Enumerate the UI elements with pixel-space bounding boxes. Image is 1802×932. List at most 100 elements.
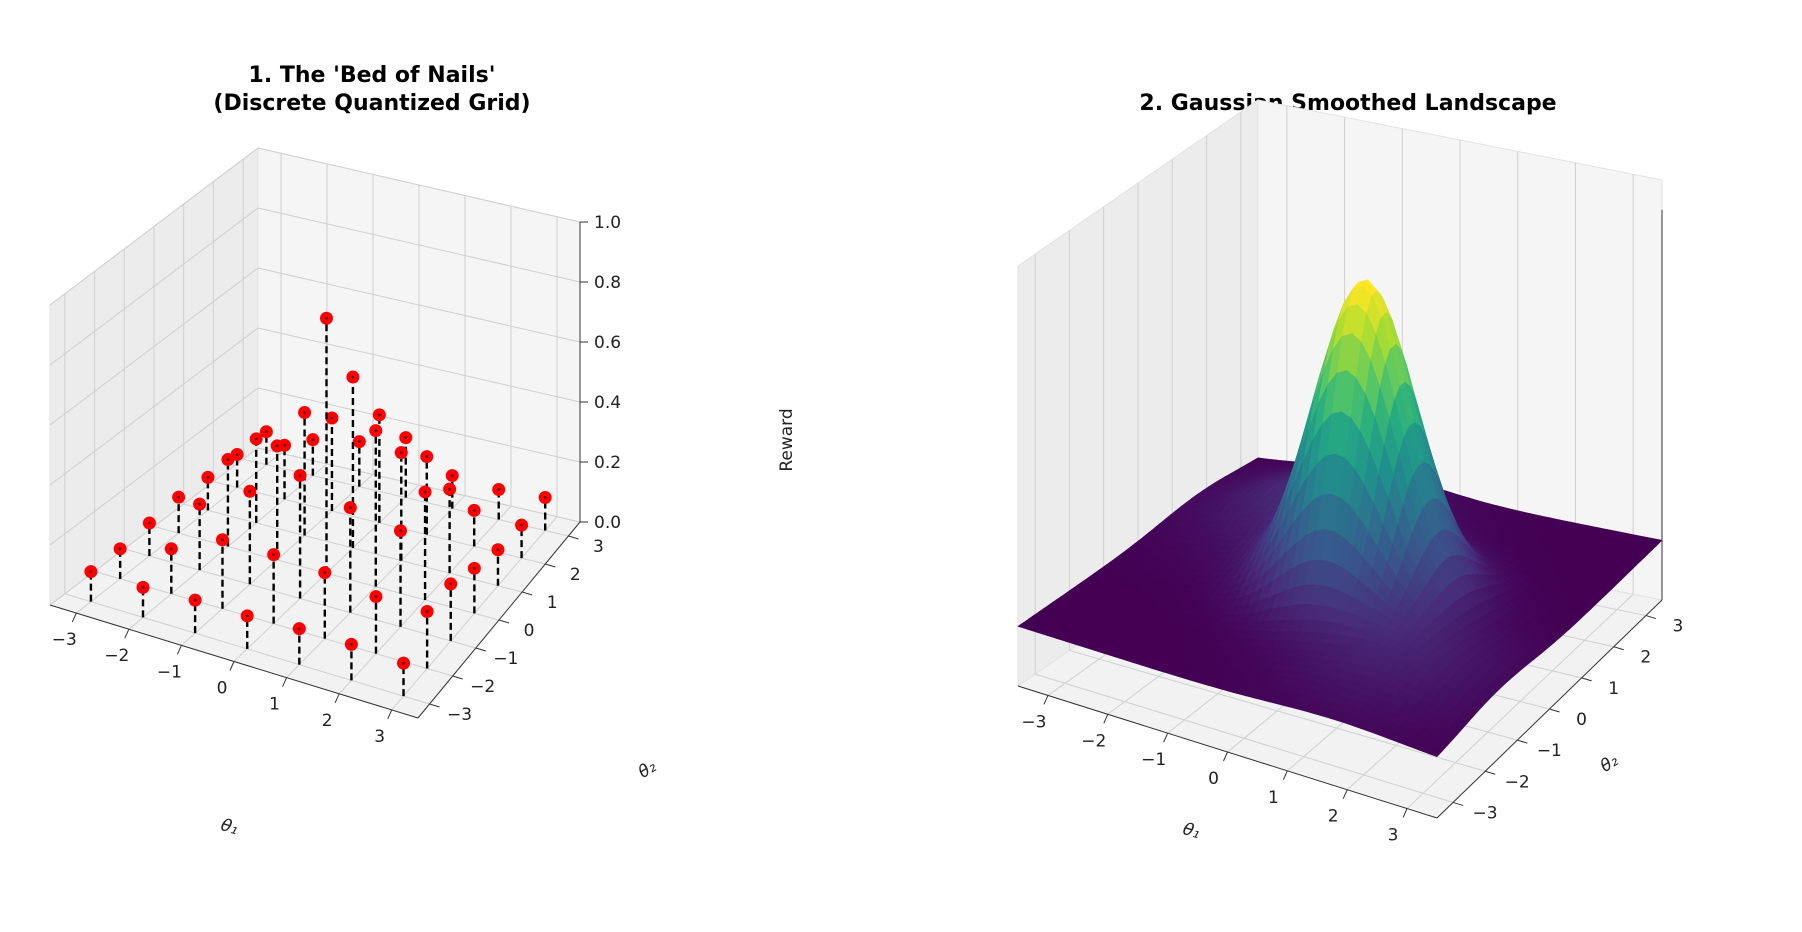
stem-marker-center xyxy=(206,475,210,479)
stem-marker-center xyxy=(198,502,202,506)
y-tick-label: 1 xyxy=(1608,679,1619,699)
chart2-axes xyxy=(1017,210,1663,819)
x-tick-label: 3 xyxy=(374,727,385,747)
z-tick-label: 0.2 xyxy=(594,453,621,473)
stem-marker-center xyxy=(298,474,302,477)
back-gridline-z xyxy=(257,387,581,463)
x-tick-mark xyxy=(387,709,393,720)
back-gridline-z xyxy=(257,147,581,223)
stem-marker-center xyxy=(248,489,252,493)
stem-marker-center xyxy=(374,595,378,598)
stem-marker-center xyxy=(520,523,523,527)
y-tick-label: 1 xyxy=(547,593,558,613)
back-gridline-z xyxy=(257,327,581,403)
stem-marker-center xyxy=(543,496,547,499)
x-tick-label: 2 xyxy=(1328,807,1339,827)
stem-marker-center xyxy=(275,444,279,448)
stem-marker-center xyxy=(377,413,381,417)
chart2-xlabel: θ₁ xyxy=(1180,819,1202,843)
chart2-ylabel: θ₂ xyxy=(1597,751,1622,777)
stem-marker-center xyxy=(496,548,500,552)
back-gridline-z xyxy=(257,267,581,343)
chart2-surface xyxy=(1017,279,1663,757)
x-tick-mark xyxy=(71,612,77,623)
chart-gaussian-landscape: 2. Gaussian Smoothed Landscape −3 −2 −1 0 1 2… xyxy=(1016,91,1683,846)
stem-marker-center xyxy=(303,411,306,414)
y-tick-mark xyxy=(521,591,533,596)
y-tick-label: 0 xyxy=(524,621,535,641)
x-tick-mark xyxy=(1282,770,1288,781)
x-tick-label: −2 xyxy=(1081,731,1106,751)
y-tick-mark xyxy=(475,647,487,652)
y-tick-mark xyxy=(452,675,463,680)
y-tick-label: −2 xyxy=(470,677,495,697)
stem-marker-center xyxy=(449,582,453,586)
stem-marker-center xyxy=(297,627,301,631)
stem-marker-center xyxy=(221,538,224,542)
x-tick-label: −2 xyxy=(104,646,129,666)
stem-marker-center xyxy=(357,440,361,444)
chart1-xlabel: θ₁ xyxy=(218,815,240,839)
stem-marker-center xyxy=(350,642,353,646)
stem-marker-center xyxy=(147,521,151,525)
x-tick-label: −3 xyxy=(1021,712,1046,732)
stem-marker-center xyxy=(118,547,122,551)
stem-marker-center xyxy=(235,453,239,456)
stem-marker-center xyxy=(450,474,454,477)
stem-marker-center xyxy=(272,553,276,557)
back-gridline-z xyxy=(257,207,581,283)
x-tick-mark xyxy=(334,693,340,703)
x-tick-mark xyxy=(282,677,288,687)
stem-marker-center xyxy=(472,508,476,512)
x-tick-label: 0 xyxy=(217,679,228,699)
side-gridline-z xyxy=(49,387,259,546)
x-tick-mark xyxy=(1342,789,1348,799)
y-tick-mark xyxy=(1485,770,1496,775)
x-tick-mark xyxy=(1043,695,1049,705)
stem-marker-center xyxy=(351,375,355,379)
z-tick-label: 0.6 xyxy=(594,333,621,353)
y-tick-label: −2 xyxy=(1505,772,1530,792)
y-tick-mark xyxy=(1517,739,1528,744)
chart1-axes xyxy=(49,221,588,720)
y-tick-label: 3 xyxy=(593,537,604,557)
y-tick-mark xyxy=(1645,615,1657,620)
stem-marker-center xyxy=(325,316,328,320)
x-tick-mark xyxy=(1103,714,1109,724)
y-tick-label: −3 xyxy=(1473,803,1498,823)
x-tick-mark xyxy=(1223,751,1228,762)
x-tick-label: 1 xyxy=(269,695,280,715)
stem-marker-center xyxy=(245,614,249,618)
stem-marker-center xyxy=(177,495,181,499)
y-tick-label: 2 xyxy=(570,565,581,585)
chart1-title-line2: (Discrete Quantized Grid) xyxy=(213,91,530,116)
stem-marker-center xyxy=(348,506,352,510)
stem-marker-center xyxy=(226,458,230,461)
stem-marker-center xyxy=(374,429,378,433)
y-tick-mark xyxy=(1549,708,1560,713)
stem-marker-center xyxy=(423,490,427,494)
stem-marker-center xyxy=(283,443,286,447)
y-tick-label: −1 xyxy=(493,649,518,669)
x-tick-label: −3 xyxy=(52,630,77,650)
z-tick-label: 1.0 xyxy=(594,213,621,233)
x-tick-mark xyxy=(124,629,130,639)
y-tick-mark xyxy=(498,619,510,624)
y-tick-label: −1 xyxy=(1537,741,1562,761)
y-tick-label: −3 xyxy=(447,705,472,725)
stem-marker-center xyxy=(323,571,327,575)
stem-marker-center xyxy=(472,566,476,570)
stem-marker-center xyxy=(425,610,429,613)
x-tick-mark xyxy=(176,645,182,655)
stem-marker-center xyxy=(89,570,93,574)
stem-marker-center xyxy=(497,488,501,491)
stem-marker-center xyxy=(141,586,145,589)
x-tick-mark xyxy=(1402,808,1408,818)
chart2-tick-labels: −3 −2 −1 0 1 2 3 −3 −2 −1 0 1 2 3 xyxy=(1021,617,1683,846)
x-tick-label: 0 xyxy=(1208,769,1219,789)
y-tick-label: 2 xyxy=(1640,648,1651,668)
x-tick-label: 3 xyxy=(1388,826,1399,846)
stem-marker-center xyxy=(402,661,405,665)
